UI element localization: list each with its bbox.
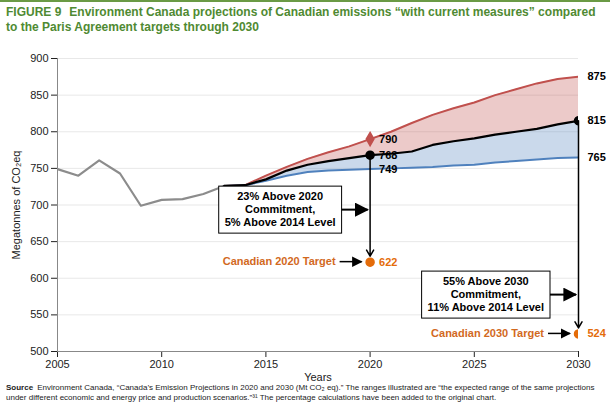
svg-text:2015: 2015 bbox=[254, 358, 278, 370]
svg-text:2025: 2025 bbox=[462, 358, 486, 370]
svg-text:2005: 2005 bbox=[45, 358, 69, 370]
svg-text:650: 650 bbox=[30, 235, 48, 247]
html-text:FIGURE 9: FIGURE 9 bbox=[6, 5, 62, 19]
svg-text:2020: 2020 bbox=[358, 358, 382, 370]
html-text:Source Environment Canada, “Ca: Source Environment Canada, “Canada’s Emi… bbox=[6, 383, 595, 402]
svg-text:790: 790 bbox=[379, 133, 397, 145]
svg-text:550: 550 bbox=[30, 308, 48, 320]
svg-text:875: 875 bbox=[588, 70, 606, 82]
svg-text:Megatonnes of CO₂eq: Megatonnes of CO₂eq bbox=[10, 151, 22, 260]
svg-text:55% Above 2030Commitment,11% A: 55% Above 2030Commitment,11% Above 2014 … bbox=[428, 275, 544, 313]
svg-text:Years: Years bbox=[304, 371, 332, 383]
svg-text:500: 500 bbox=[30, 345, 48, 357]
svg-text:700: 700 bbox=[30, 199, 48, 211]
svg-text:900: 900 bbox=[30, 52, 48, 64]
svg-text:2030: 2030 bbox=[566, 358, 590, 370]
svg-text:23% Above 2020Commitment,5% Ab: 23% Above 2020Commitment,5% Above 2014 L… bbox=[225, 190, 336, 228]
svg-text:749: 749 bbox=[379, 163, 397, 175]
svg-text:2010: 2010 bbox=[149, 358, 173, 370]
svg-text:Canadian 2020 Target: Canadian 2020 Target bbox=[223, 255, 336, 267]
svg-text:524: 524 bbox=[588, 327, 607, 339]
svg-text:850: 850 bbox=[30, 89, 48, 101]
svg-text:815: 815 bbox=[588, 114, 606, 126]
svg-text:622: 622 bbox=[379, 256, 397, 268]
svg-text:750: 750 bbox=[30, 162, 48, 174]
svg-text:768: 768 bbox=[379, 149, 397, 161]
svg-text:800: 800 bbox=[30, 125, 48, 137]
svg-text:600: 600 bbox=[30, 272, 48, 284]
svg-text:Canadian 2030 Target: Canadian 2030 Target bbox=[431, 327, 544, 339]
html-text:Environment Canada projections: Environment Canada projections of Canadi… bbox=[6, 5, 596, 34]
svg-text:765: 765 bbox=[588, 151, 606, 163]
